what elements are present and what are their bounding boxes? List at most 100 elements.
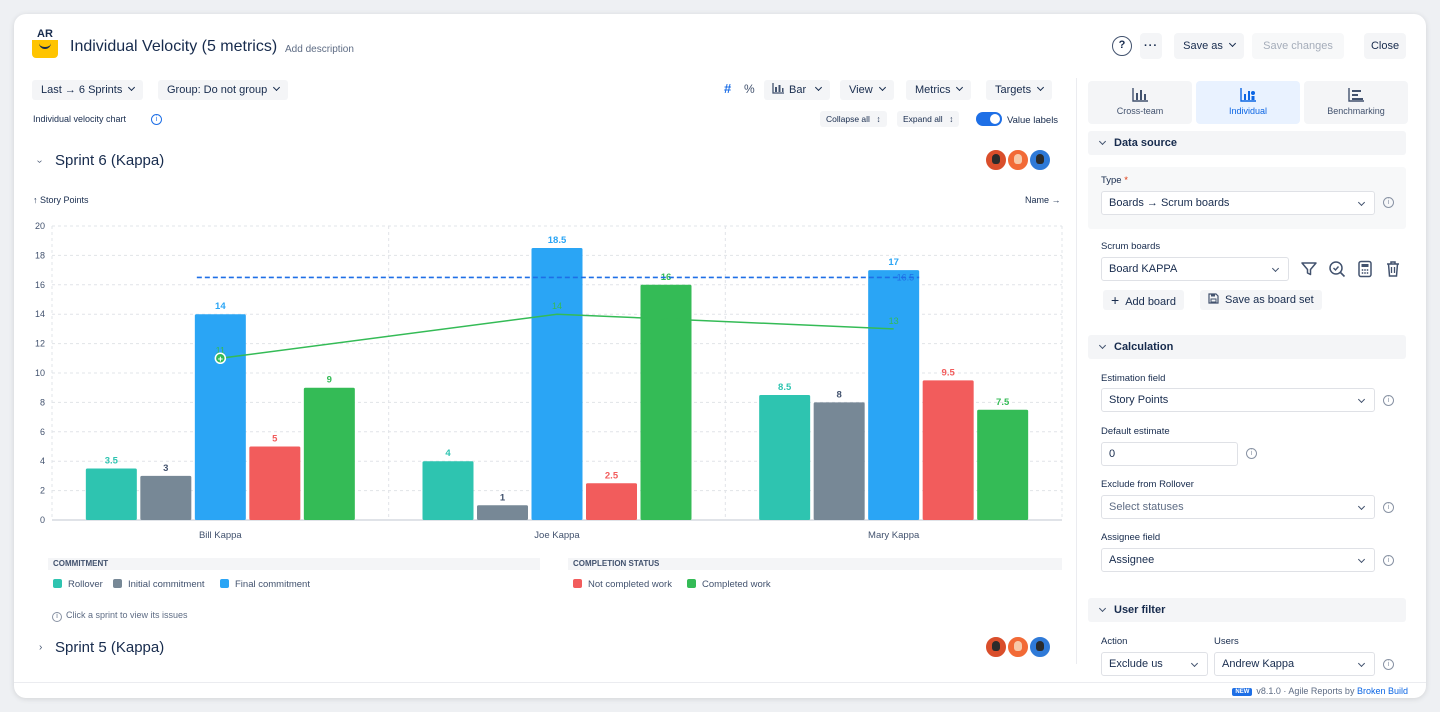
chart-bar[interactable]: [531, 248, 583, 521]
chart-bar[interactable]: [422, 461, 474, 520]
save-board-set-button[interactable]: Save as board set: [1200, 290, 1322, 310]
y-tick-label: 10: [35, 368, 45, 378]
chart-info-icon[interactable]: i: [151, 114, 162, 125]
type-select[interactable]: Boards → Scrum boards: [1101, 191, 1375, 215]
estimation-field-select[interactable]: Story Points: [1101, 388, 1375, 412]
legend-not-completed[interactable]: Not completed work: [573, 579, 672, 590]
expand-all-button[interactable]: Expand all ↕: [897, 111, 960, 127]
x-axis-label: Name →: [1025, 195, 1061, 205]
group-select[interactable]: Group: Do not group: [158, 80, 289, 100]
chart-type-select[interactable]: Bar: [764, 80, 831, 100]
avatar[interactable]: [1028, 635, 1052, 659]
avatar[interactable]: [1006, 148, 1030, 172]
percent-values-toggle[interactable]: %: [744, 82, 755, 96]
avatar[interactable]: [1028, 148, 1052, 172]
tab-benchmarking[interactable]: Benchmarking: [1304, 81, 1408, 124]
add-board-button[interactable]: + Add board: [1103, 290, 1184, 310]
version[interactable]: v8.1.0: [1256, 686, 1281, 696]
assignee-info-icon[interactable]: i: [1383, 555, 1394, 566]
trend-line: [220, 313, 894, 360]
type-info-icon[interactable]: i: [1383, 197, 1394, 208]
users-select[interactable]: Andrew Kappa: [1214, 652, 1375, 676]
bar-value-label: 9: [327, 375, 332, 386]
y-tick-label: 4: [40, 456, 45, 466]
commitment-legend-heading: COMMITMENT: [48, 558, 540, 570]
absolute-values-toggle[interactable]: #: [724, 81, 732, 96]
type-label: Type *: [1101, 175, 1128, 186]
completed-swatch: [687, 579, 696, 588]
chart-bar[interactable]: [140, 475, 192, 520]
value-labels-toggle[interactable]: [976, 112, 1002, 126]
estimation-info-icon[interactable]: i: [1383, 395, 1394, 406]
sprint-6-collapse-icon[interactable]: ›: [34, 159, 46, 164]
data-source-section-toggle[interactable]: Data source: [1088, 131, 1406, 155]
avatar[interactable]: [984, 148, 1008, 172]
default-estimate-label: Default estimate: [1101, 426, 1170, 437]
board-select[interactable]: Board KAPPA: [1101, 257, 1289, 281]
chart-bar[interactable]: [813, 402, 865, 520]
help-icon[interactable]: ?: [1112, 36, 1132, 56]
tab-cross-team[interactable]: Cross-team: [1088, 81, 1192, 124]
chart-bar[interactable]: [477, 505, 528, 520]
y-axis-label: ↑ Story Points: [33, 195, 89, 205]
legend-final[interactable]: Final commitment: [220, 579, 310, 590]
hint-text: Click a sprint to view its issues: [66, 610, 188, 620]
collapse-all-button[interactable]: Collapse all ↕: [820, 111, 887, 127]
sprint-5-expand-icon[interactable]: ›: [39, 642, 43, 653]
footer-text: NEW v8.1.0 · Agile Reports by Broken Buil…: [1232, 686, 1408, 696]
not-completed-swatch: [573, 579, 582, 588]
chart-bar[interactable]: [868, 270, 920, 520]
avatar[interactable]: [1006, 635, 1030, 659]
targets-select[interactable]: Targets: [986, 80, 1053, 100]
close-button[interactable]: Close: [1364, 33, 1406, 59]
legend-rollover[interactable]: Rollover: [53, 579, 103, 590]
more-button[interactable]: ···: [1140, 33, 1162, 59]
avatar[interactable]: [984, 635, 1008, 659]
view-label: View: [849, 84, 873, 96]
add-description-link[interactable]: Add description: [285, 44, 354, 55]
tab-individual[interactable]: Individual: [1196, 81, 1300, 124]
chart-bar[interactable]: [640, 284, 692, 520]
exclude-statuses-select[interactable]: Select statuses: [1101, 495, 1375, 519]
users-info-icon[interactable]: i: [1383, 659, 1394, 670]
bar-value-label: 4: [445, 448, 451, 459]
x-tick-label: Mary Kappa: [868, 530, 920, 541]
chart-bar[interactable]: [759, 395, 811, 520]
metrics-select[interactable]: Metrics: [906, 80, 972, 100]
chart-bar[interactable]: [249, 446, 301, 521]
sprint-5-title[interactable]: Sprint 5 (Kappa): [55, 639, 165, 656]
legend-final-label: Final commitment: [235, 579, 310, 590]
save-as-button[interactable]: Save as: [1174, 33, 1244, 59]
y-tick-label: 18: [35, 250, 45, 260]
sprint-range-select[interactable]: Last → 6 Sprints: [32, 80, 144, 100]
action-select[interactable]: Exclude us: [1101, 652, 1208, 676]
search-check-icon[interactable]: [1327, 259, 1347, 279]
brand-link[interactable]: Broken Build: [1356, 686, 1408, 696]
trash-icon[interactable]: [1383, 259, 1403, 279]
calculator-icon[interactable]: [1355, 259, 1375, 279]
chart-bar[interactable]: [977, 409, 1029, 520]
chart-bar[interactable]: [85, 468, 137, 520]
chart-bar[interactable]: [586, 483, 637, 520]
view-select[interactable]: View: [840, 80, 894, 100]
legend-initial[interactable]: Initial commitment: [113, 579, 205, 590]
bar-value-label: 9.5: [942, 367, 956, 378]
save-changes-button[interactable]: Save changes: [1252, 33, 1344, 59]
report-header: AR Individual Velocity (5 metrics) Add d…: [14, 14, 1426, 78]
chart-bar[interactable]: [194, 314, 246, 520]
user-filter-section-toggle[interactable]: User filter: [1088, 598, 1406, 622]
footer: NEW v8.1.0 · Agile Reports by Broken Buil…: [14, 682, 1426, 698]
default-estimate-info-icon[interactable]: i: [1246, 448, 1257, 459]
trend-point-label: 13: [889, 316, 899, 326]
legend-completed[interactable]: Completed work: [687, 579, 771, 590]
filter-icon[interactable]: [1299, 259, 1319, 279]
sprint-6-title[interactable]: Sprint 6 (Kappa): [55, 152, 165, 169]
assignee-field-select[interactable]: Assignee: [1101, 548, 1375, 572]
calculation-section-toggle[interactable]: Calculation: [1088, 335, 1406, 359]
chart-bar[interactable]: [922, 380, 974, 520]
bar-value-label: 2.5: [605, 470, 619, 481]
default-estimate-input[interactable]: 0: [1101, 442, 1238, 466]
exclude-info-icon[interactable]: i: [1383, 502, 1394, 513]
chart-bar[interactable]: [303, 387, 355, 520]
